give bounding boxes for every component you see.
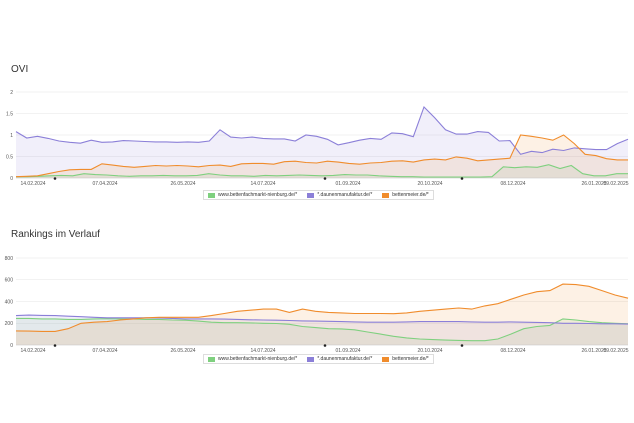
legend-item-bettenmeier[interactable]: bettenmeier.de/* bbox=[382, 192, 429, 198]
x-tick-label: 08.12.2024 bbox=[500, 181, 525, 187]
y-tick-label: 800 bbox=[5, 256, 14, 262]
ovi-legend: www.bettenfachmarkt-nienburg.de/* *.daun… bbox=[203, 190, 434, 200]
event-marker bbox=[53, 177, 57, 180]
series-area bbox=[16, 318, 628, 345]
legend-swatch bbox=[208, 356, 215, 362]
x-tick-label: 14.02.2024 bbox=[20, 348, 45, 354]
y-tick-label: 400 bbox=[5, 299, 14, 305]
series-line bbox=[15, 314, 629, 325]
y-tick-label: 0 bbox=[10, 343, 13, 349]
x-tick-label: 09.02.2025 bbox=[603, 348, 628, 354]
rankings-legend: www.bettenfachmarkt-nienburg.de/* *.daun… bbox=[203, 354, 434, 364]
legend-label: www.bettenfachmarkt-nienburg.de/* bbox=[218, 356, 298, 362]
legend-item-bettenfachmarkt[interactable]: www.bettenfachmarkt-nienburg.de/* bbox=[208, 192, 297, 198]
y-tick-label: 0 bbox=[10, 176, 13, 182]
legend-swatch bbox=[208, 192, 215, 198]
series-area bbox=[16, 135, 628, 178]
x-tick-label: 26.01.2025 bbox=[581, 181, 606, 187]
ovi-title: OVI bbox=[11, 64, 29, 75]
x-tick-label: 01.09.2024 bbox=[335, 181, 360, 187]
series-area bbox=[16, 164, 628, 178]
legend-label: *.daunenmanufaktur.de/* bbox=[317, 192, 373, 198]
y-tick-label: 1 bbox=[10, 133, 13, 139]
legend-swatch bbox=[382, 192, 390, 198]
legend-item-bettenmeier[interactable]: bettenmeier.de/* bbox=[382, 356, 429, 362]
x-tick-label: 09.02.2025 bbox=[603, 181, 628, 187]
y-tick-label: 2 bbox=[10, 90, 13, 96]
x-tick-label: 26.01.2025 bbox=[581, 348, 606, 354]
series-line bbox=[15, 283, 629, 332]
legend-label: *.daunenmanufaktur.de/* bbox=[317, 356, 373, 362]
x-tick-label: 20.10.2024 bbox=[417, 348, 442, 354]
y-tick-label: 600 bbox=[5, 278, 14, 284]
event-marker bbox=[323, 177, 327, 180]
legend-label: bettenmeier.de/* bbox=[392, 356, 429, 362]
legend-item-daunenmanufaktur[interactable]: *.daunenmanufaktur.de/* bbox=[307, 192, 372, 198]
series-line bbox=[16, 164, 628, 178]
x-tick-label: 26.05.2024 bbox=[170, 348, 195, 354]
x-tick-label: 14.02.2024 bbox=[20, 181, 45, 187]
x-tick-label: 20.10.2024 bbox=[417, 181, 442, 187]
x-tick-label: 07.04.2024 bbox=[92, 181, 117, 187]
ovi-chart: 0 0.5 1 1.5 2 14.02.2024 07.04.2024 26.05.2024 1… bbox=[6, 90, 629, 187]
legend-item-bettenfachmarkt[interactable]: www.bettenfachmarkt-nienburg.de/* bbox=[208, 356, 297, 362]
event-marker bbox=[53, 344, 57, 347]
x-tick-label: 14.07.2024 bbox=[250, 181, 275, 187]
series-line bbox=[15, 134, 628, 178]
event-marker bbox=[323, 344, 327, 347]
legend-label: bettenmeier.de/* bbox=[392, 192, 429, 198]
x-tick-label: 01.09.2024 bbox=[335, 348, 360, 354]
x-tick-label: 26.05.2024 bbox=[170, 181, 195, 187]
y-tick-label: 0.5 bbox=[6, 154, 13, 160]
y-tick-label: 1.5 bbox=[6, 111, 13, 117]
series-area bbox=[16, 315, 628, 345]
legend-item-daunenmanufaktur[interactable]: *.daunenmanufaktur.de/* bbox=[307, 356, 372, 362]
series-area bbox=[16, 284, 628, 345]
legend-swatch bbox=[382, 356, 390, 362]
x-tick-label: 07.04.2024 bbox=[92, 348, 117, 354]
event-marker bbox=[460, 177, 464, 180]
rankings-chart: 0 200 400 600 800 14.02.2024 07.04.2024 26.05.2… bbox=[5, 256, 629, 354]
x-tick-label: 14.07.2024 bbox=[250, 348, 275, 354]
rankings-title: Rankings im Verlauf bbox=[11, 229, 100, 240]
event-marker bbox=[460, 344, 464, 347]
legend-swatch bbox=[307, 192, 315, 198]
legend-swatch bbox=[307, 356, 315, 362]
y-tick-label: 200 bbox=[5, 321, 14, 327]
legend-label: www.bettenfachmarkt-nienburg.de/* bbox=[218, 192, 298, 198]
series-line bbox=[15, 105, 629, 155]
x-tick-label: 08.12.2024 bbox=[500, 348, 525, 354]
series-line bbox=[16, 317, 629, 342]
